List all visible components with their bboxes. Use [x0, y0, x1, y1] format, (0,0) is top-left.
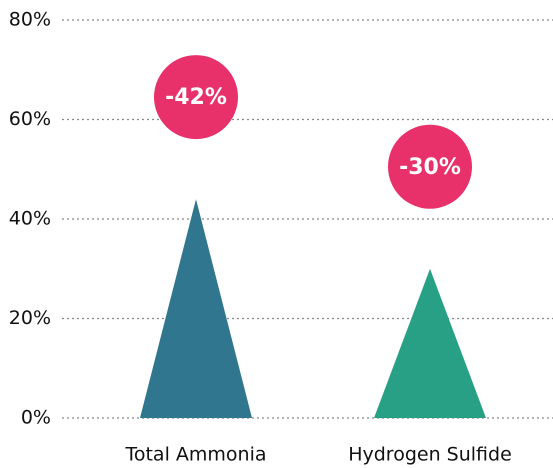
- y-tick-label: 60%: [9, 108, 51, 130]
- badge: [388, 124, 472, 209]
- annotation: -30%: [399, 155, 461, 180]
- bar: [374, 268, 486, 418]
- annotation: -42%: [165, 85, 227, 110]
- y-tick-label: 80%: [9, 9, 51, 31]
- bar: [140, 199, 252, 418]
- x-tick-label: Hydrogen Sulfide: [348, 444, 512, 466]
- y-tick-label: 40%: [9, 208, 51, 230]
- y-tick-label: 20%: [9, 307, 51, 329]
- x-tick-label: Total Ammonia: [124, 444, 266, 466]
- y-tick-label: 0%: [21, 407, 51, 429]
- badge: [154, 55, 238, 140]
